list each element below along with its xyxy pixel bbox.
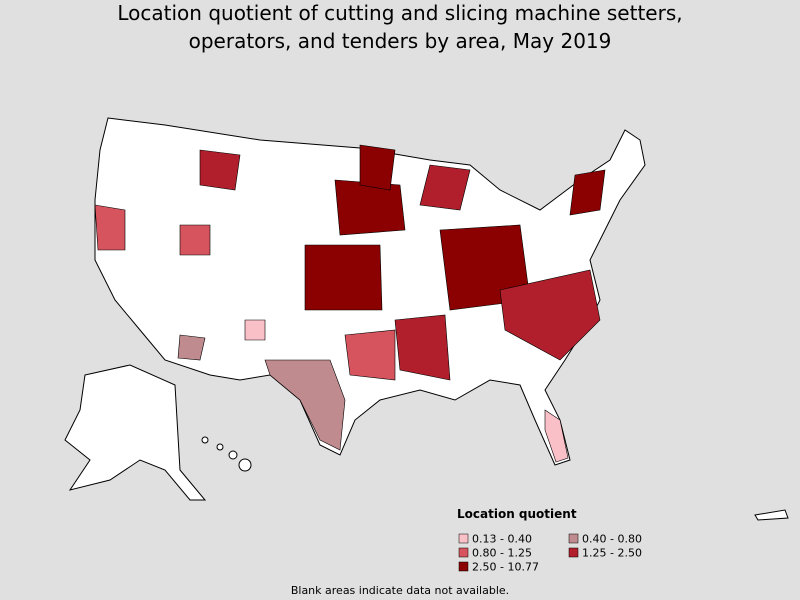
region: [359, 144, 396, 191]
puerto-rico: [754, 509, 789, 521]
legend: 0.13 - 0.40 0.40 - 0.80 0.80 - 1.25 1.25 - …: [458, 533, 642, 574]
hawaii: [238, 458, 252, 472]
legend-label: 0.40 - 0.80: [582, 533, 642, 546]
title-line: Location quotient of cutting and slicing…: [117, 1, 682, 25]
footnote: Blank areas indicate data not available.: [291, 584, 509, 597]
legend-swatch: [568, 533, 579, 544]
region: [199, 149, 241, 191]
legend-label: 1.25 - 2.50: [582, 547, 642, 560]
region: [179, 224, 211, 256]
region: [264, 359, 346, 451]
region: [334, 179, 406, 236]
region: [177, 334, 206, 361]
region: [304, 244, 383, 311]
us-map: [64, 117, 789, 521]
legend-swatch: [458, 547, 469, 558]
region: [244, 319, 266, 341]
hawaii: [228, 450, 238, 460]
title-line: operators, and tenders by area, May 2019: [189, 29, 612, 53]
alaska: [64, 364, 207, 501]
region: [569, 169, 606, 216]
legend-title: Location quotient: [457, 507, 577, 521]
legend-label: 0.80 - 1.25: [472, 547, 532, 560]
legend-swatch: [568, 547, 579, 558]
legend-label: 0.13 - 0.40: [472, 533, 532, 546]
region: [499, 269, 601, 361]
legend-label: 2.50 - 10.77: [472, 561, 539, 574]
region: [544, 409, 569, 463]
legend-swatch: [458, 561, 469, 572]
region: [394, 314, 451, 381]
region: [94, 204, 126, 251]
legend-swatch: [458, 533, 469, 544]
hawaii: [201, 436, 209, 444]
region: [344, 329, 396, 381]
region: [419, 164, 471, 211]
hawaii: [216, 443, 224, 451]
